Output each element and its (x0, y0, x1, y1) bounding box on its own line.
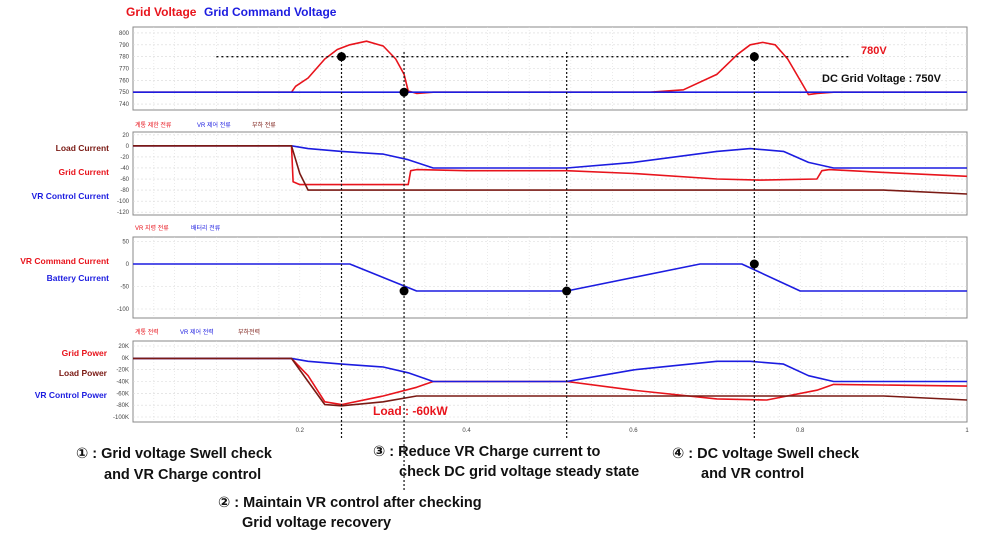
y-tick-label: 800 (119, 31, 130, 37)
y-tick-label: -100K (113, 415, 129, 421)
event-marker-dot (399, 286, 409, 296)
y-tick-label: -20K (116, 368, 129, 374)
sublabel-grid-power: 계통 전력 (135, 328, 159, 336)
y-tick-label: 50 (122, 240, 129, 246)
load-annotation: Load : -60kW (373, 404, 448, 418)
sublabel-vr-control-power: VR 제어 전력 (180, 328, 214, 336)
event-3-line2: check DC grid voltage steady state (399, 464, 639, 480)
y-tick-label: -100 (117, 307, 130, 313)
event-marker-dot (749, 259, 759, 269)
y-tick-label: -80K (116, 403, 129, 409)
panel-frame-2 (132, 236, 968, 319)
event-2-marker: ② (218, 495, 230, 511)
series-line-2-0 (133, 263, 967, 292)
sublabel-grid-limit-current: 계통 제한 전류 (135, 121, 172, 129)
x-tick-label: 0.8 (796, 428, 805, 434)
current-panel: 20 0 -20 -40 -60 -80 -100 -120 (117, 131, 968, 216)
legend-grid-voltage: Grid Voltage (126, 5, 197, 19)
event-marker-dot (337, 52, 346, 62)
y-tick-label: -40 (120, 166, 129, 172)
event-4-text1: : DC voltage Swell check (688, 446, 860, 462)
series-layer (133, 40, 968, 407)
y-tick-label: 20K (118, 344, 129, 350)
event-3-line1: ③: Reduce VR Charge current to (373, 444, 601, 460)
sublabel-vr-command-current: VR 지령 전류 (135, 224, 169, 232)
y-tick-label: 760 (119, 78, 130, 84)
y-tick-label: 740 (119, 102, 130, 108)
event-guides (216, 52, 851, 490)
y-tick-label: -120 (117, 210, 130, 216)
event-4-marker: ④ (672, 446, 684, 462)
y-tick-label: -40K (116, 380, 129, 386)
event-1-text1: : Grid voltage Swell check (92, 446, 273, 462)
y-tick-label: -60 (120, 177, 129, 183)
x-tick-label: 1 (965, 428, 969, 434)
series-line-1-0 (133, 145, 968, 186)
y-tick-label: -80 (120, 188, 129, 194)
y-tick-label: 0 (126, 262, 130, 268)
label-grid-current: Grid Current (58, 167, 109, 177)
y-tick-label: 0K (122, 356, 129, 362)
x-axis-ticks: 0.2 0.4 0.6 0.8 1 (296, 428, 970, 434)
y-tick-label: 790 (119, 43, 130, 49)
y-tick-label: 20 (122, 133, 129, 139)
sublabel-vr-control-current: VR 제어 전류 (197, 121, 231, 129)
threshold-780v-label: 780V (861, 45, 887, 57)
y-tick-label: 780 (119, 55, 130, 61)
voltage-panel: 800 790 780 770 760 750 740 (119, 26, 968, 111)
event-2-line2: Grid voltage recovery (242, 515, 391, 531)
event-1-line1: ①: Grid voltage Swell check (76, 446, 273, 462)
label-load-power: Load Power (59, 368, 108, 378)
label-grid-power: Grid Power (62, 348, 108, 358)
y-tick-label: -60K (116, 391, 129, 397)
event-marker-dot (399, 87, 409, 97)
label-vr-control-power: VR Control Power (35, 390, 108, 400)
label-vr-command-current: VR Command Current (20, 256, 109, 266)
x-tick-label: 0.6 (629, 428, 638, 434)
event-marker-dot (562, 286, 572, 296)
y-tick-label: -20 (120, 155, 129, 161)
event-3-text1: : Reduce VR Charge current to (389, 444, 600, 460)
label-battery-current: Battery Current (47, 273, 110, 283)
y-tick-label: -50 (120, 285, 129, 291)
label-vr-control-current: VR Control Current (32, 191, 110, 201)
y-tick-label: 0 (126, 144, 130, 150)
label-load-current: Load Current (56, 143, 110, 153)
event-4-line1: ④: DC voltage Swell check (672, 446, 860, 462)
sublabel-load-power: 부하전력 (238, 328, 260, 336)
y-tick-label: 750 (119, 90, 130, 96)
series-line-1-2 (133, 145, 968, 195)
y-tick-label: 770 (119, 67, 130, 73)
legend-grid-command-voltage: Grid Command Voltage (204, 5, 337, 19)
dc-grid-voltage-label: DC Grid Voltage : 750V (822, 73, 942, 85)
x-tick-label: 0.2 (296, 428, 305, 434)
event-marker-dot (749, 52, 759, 62)
event-2-line1: ②: Maintain VR control after checking (218, 495, 482, 511)
event-1-marker: ① (76, 446, 88, 462)
event-1-line2: and VR Charge control (104, 467, 261, 483)
command-panel: 50 0 -50 -100 (117, 236, 968, 319)
x-tick-label: 0.4 (462, 428, 471, 434)
event-3-marker: ③ (373, 444, 385, 460)
y-tick-label: -100 (117, 199, 130, 205)
sublabel-load-current: 부하 전류 (252, 121, 276, 129)
event-2-text1: : Maintain VR control after checking (234, 495, 481, 511)
event-4-line2: and VR control (701, 466, 804, 482)
sublabel-battery-current: 배터리 전류 (191, 224, 221, 232)
